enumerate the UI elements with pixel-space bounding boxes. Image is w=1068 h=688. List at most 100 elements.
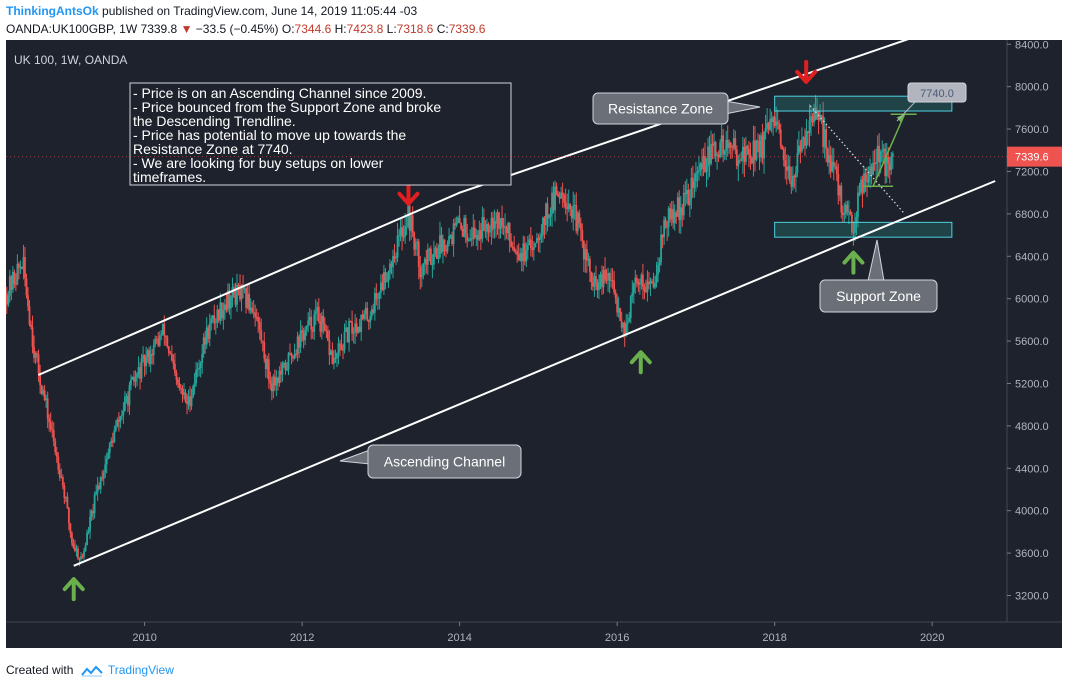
price-tick-label: 8400.0 [1015,40,1049,51]
candle [201,353,204,364]
candle [728,142,731,148]
price-axis[interactable] [1007,40,1062,622]
candle [672,209,675,224]
candle [416,241,419,244]
candle [354,323,357,332]
candle [729,142,732,148]
candle [825,129,828,149]
candle [685,189,688,195]
candle [835,166,838,174]
candle [299,330,302,348]
candle [537,238,540,240]
candle [392,256,394,268]
candle [411,215,414,233]
candle [513,247,516,252]
candle [531,248,534,250]
candle [635,277,638,282]
candle [479,230,482,240]
candle [604,269,606,280]
tradingview-link[interactable]: TradingView [107,663,174,677]
candle [455,222,458,226]
candle [363,313,366,319]
candle [486,223,488,231]
candle [393,256,396,259]
candle [682,192,685,216]
candle [202,337,205,354]
candle [864,173,867,181]
resistance-callout-label: Resistance Zone [608,101,713,117]
candle [436,247,438,259]
candle [210,318,213,324]
upper-channel-line [37,40,909,376]
resistance-callout: Resistance Zone [592,92,761,125]
candle [857,192,859,218]
candle [410,215,413,231]
candle [379,282,382,293]
candle [785,166,788,171]
candle [860,179,862,193]
candle [320,315,323,332]
analysis-note-line: - Price has potential to move up towards… [133,127,406,143]
candle [348,320,350,343]
candle [283,362,285,364]
candle [651,280,653,283]
candle [545,203,547,226]
candle [116,419,119,427]
candle [666,226,669,228]
candle [470,238,473,240]
candle [841,212,844,216]
candle [301,330,304,334]
candle [198,368,201,370]
candle [698,170,700,172]
target-tag-box [907,82,967,103]
candle [281,363,284,375]
candle [716,154,719,156]
lower-channel-line [73,180,996,567]
candle [626,321,629,324]
projection-line [872,113,906,187]
candle [292,356,294,359]
candle [83,551,85,557]
last-price: 7339.8 [140,22,178,36]
candle [230,297,232,309]
candle [822,116,825,147]
candle [261,340,264,343]
candle [870,166,873,175]
candle [858,192,861,194]
candle [395,257,397,259]
tradingview-logo-icon [80,665,103,677]
candle [782,149,785,161]
candle [266,359,269,370]
candle [670,209,673,220]
candle [236,284,238,305]
author-link[interactable]: ThinkingAntsOk [6,4,99,18]
candle [634,277,637,284]
candle [193,383,196,387]
candle [67,507,70,524]
candle [788,166,791,182]
candle [578,212,581,224]
candle [873,162,876,164]
candle [381,282,384,291]
candle [220,302,223,319]
candle [204,337,207,345]
candle [192,386,194,397]
candle [98,485,101,490]
candle [432,254,435,265]
candle [336,353,338,359]
candle [731,147,734,149]
candle [451,235,453,245]
time-axis[interactable] [6,622,1062,648]
footer: Created with TradingView [6,663,174,677]
candle [305,325,308,330]
price-chart[interactable]: Resistance Zone Support Zone Ascending Cha… [0,40,1068,652]
candle [508,222,511,241]
candle [93,494,96,514]
candle [539,237,541,240]
candle [823,129,826,147]
candle [267,359,270,380]
candle [122,410,125,416]
time-tick-label: 2010 [132,632,156,644]
candle [422,263,425,275]
candle [794,172,797,178]
